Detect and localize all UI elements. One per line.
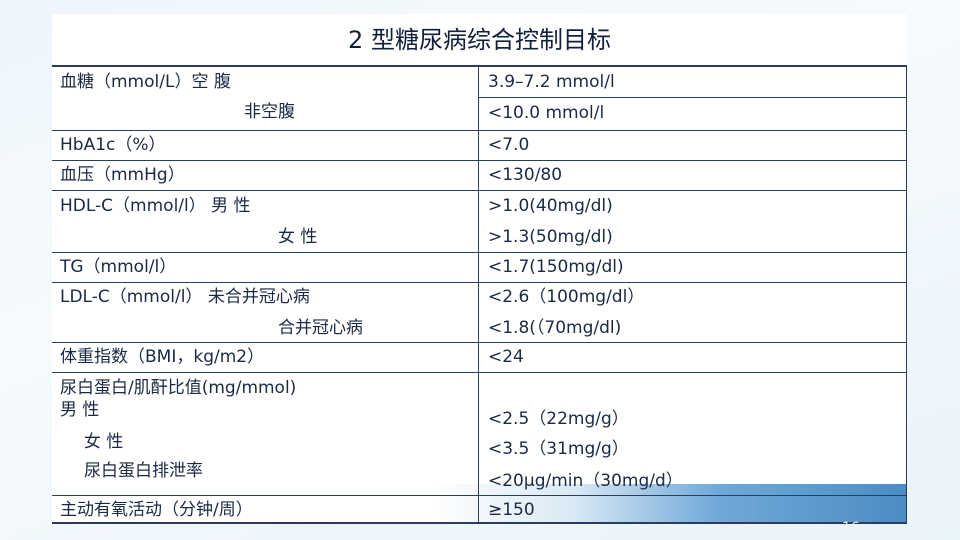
slide-title: 2 型糖尿病综合控制目标 bbox=[348, 26, 611, 54]
row-value: <1.7(150mg/dl) bbox=[488, 257, 624, 277]
row-value: >1.0(40mg/dl) bbox=[488, 196, 613, 216]
row-label: 尿白蛋白排泄率 bbox=[84, 461, 203, 481]
row-value: <3.5（31mg/g） bbox=[488, 439, 629, 459]
row-value: >1.3(50mg/dl) bbox=[488, 227, 613, 247]
row-label: 男 性 bbox=[60, 400, 100, 420]
row-label: 体重指数（BMI，kg/m2） bbox=[60, 347, 265, 367]
page-number: 16 bbox=[842, 520, 860, 524]
row-label: 女 性 bbox=[278, 227, 318, 247]
row-value: <10.0 mmol/l bbox=[488, 103, 605, 123]
row-label: TG（mmol/l） bbox=[60, 257, 177, 277]
row-value: <7.0 bbox=[488, 135, 530, 155]
row-label: 女 性 bbox=[84, 432, 124, 452]
row-label: 主动有氧活动（分钟/周） bbox=[60, 500, 253, 520]
row-label: 血糖（mmol/L）空 腹 bbox=[60, 72, 231, 92]
row-value: 3.9–7.2 mmol/l bbox=[488, 72, 615, 92]
row-label: LDL-C（mmol/l） 未合并冠心病 bbox=[60, 287, 310, 307]
row-value: <130/80 bbox=[488, 165, 563, 185]
row-label: 非空腹 bbox=[244, 102, 295, 122]
row-label: HDL-C（mmol/l） 男 性 bbox=[60, 196, 251, 216]
row-label: HbA1c（%） bbox=[60, 135, 166, 155]
row-value: ≥150 bbox=[488, 500, 535, 520]
row-label: 合并冠心病 bbox=[278, 318, 363, 338]
row-label: 尿白蛋白/肌酐比值(mg/mmol) bbox=[60, 378, 297, 398]
row-value: <2.5（22mg/g） bbox=[488, 409, 629, 429]
row-value: <2.6（100mg/dl） bbox=[488, 287, 645, 307]
row-label: 血压（mmHg） bbox=[60, 165, 185, 185]
decorative-brush-strokes bbox=[432, 484, 907, 524]
slide-panel: 2 型糖尿病综合控制目标 血糖（mmol/L）空 腹 3.9–7.2 mmol/… bbox=[52, 14, 907, 524]
row-value: <24 bbox=[488, 347, 524, 367]
row-value: <1.8(（70mg/dl) bbox=[488, 318, 622, 338]
row-value: <20μg/min（30mg/d） bbox=[488, 471, 683, 491]
